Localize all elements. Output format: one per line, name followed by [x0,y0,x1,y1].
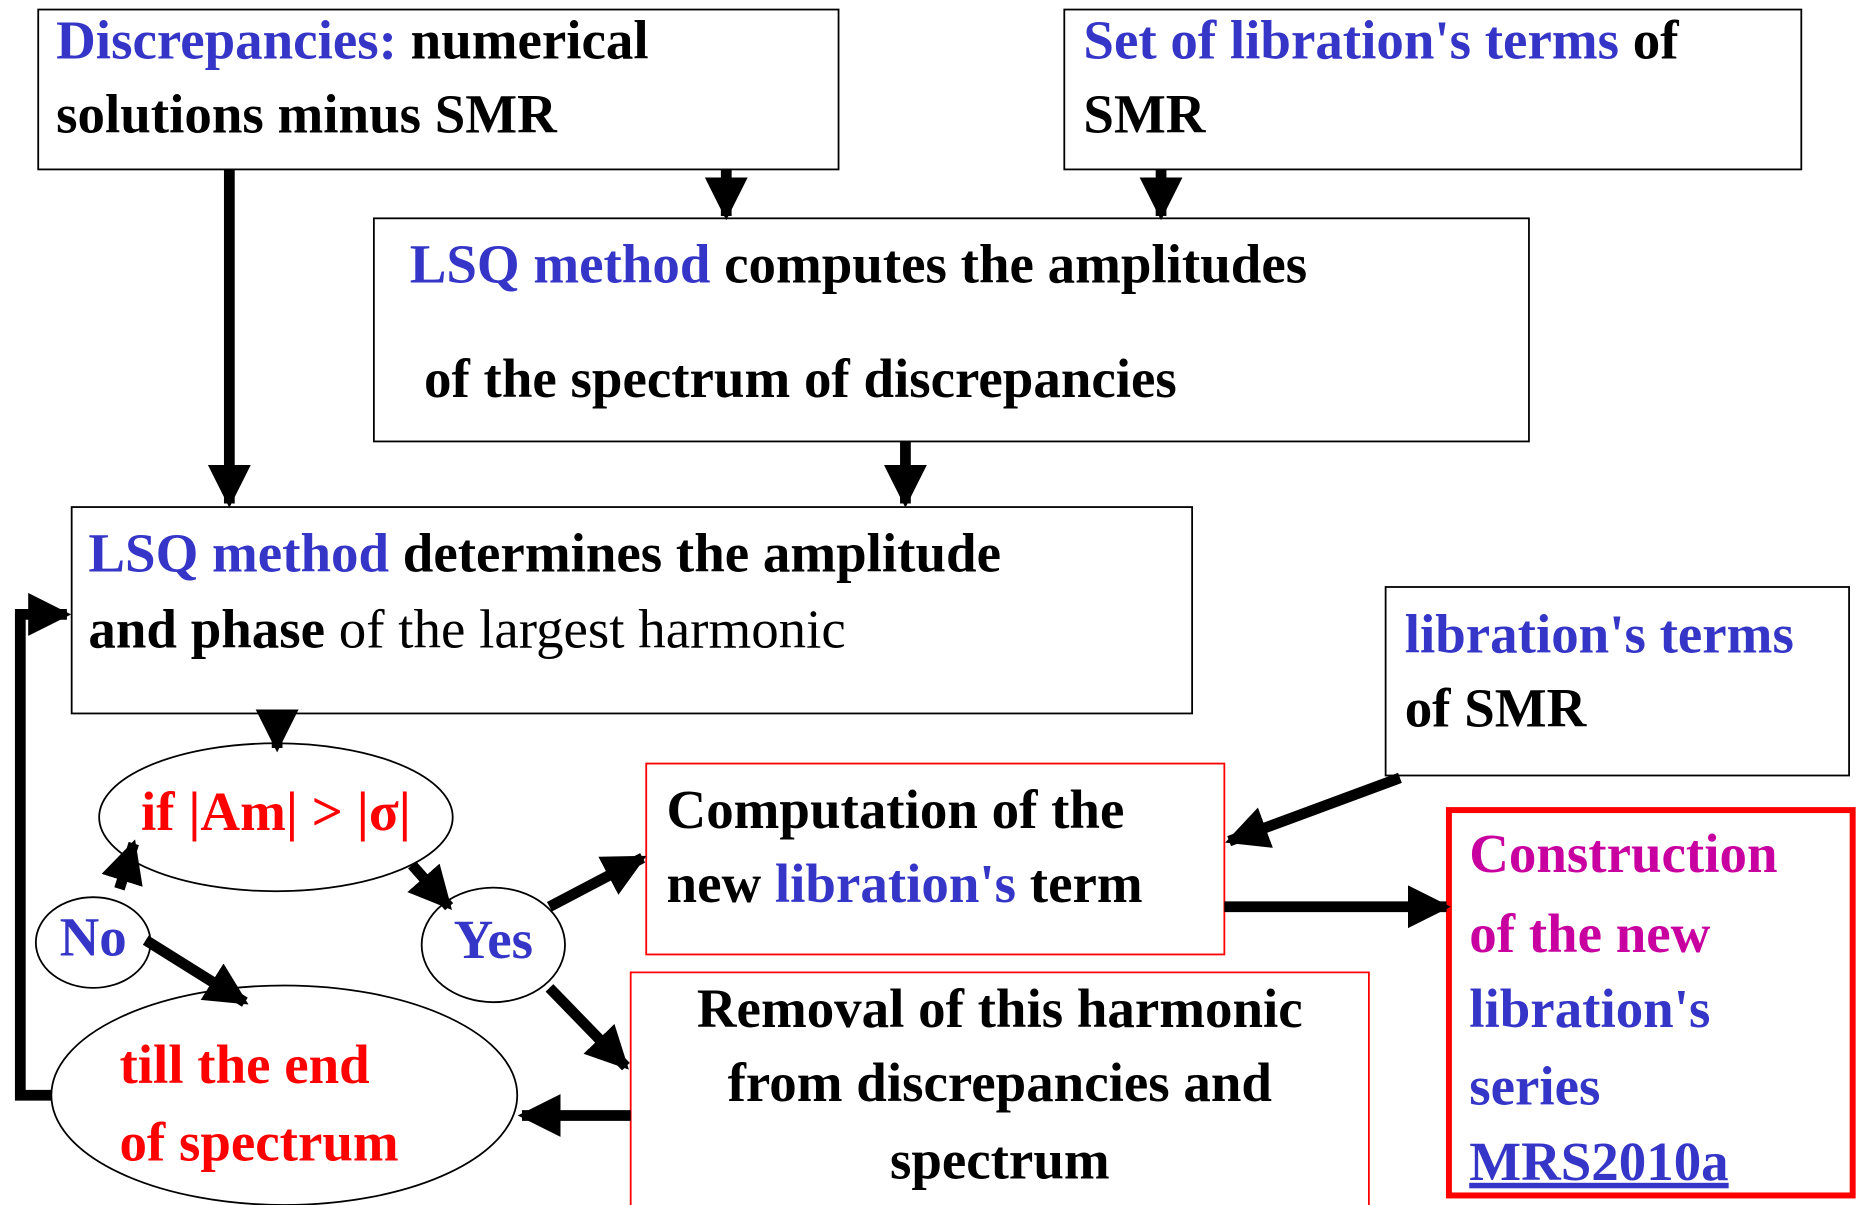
node-text: MRS2010a [1469,1130,1728,1191]
text-run: libration's terms [1405,603,1794,664]
node-text: new libration's term [667,852,1143,913]
text-run: if |Am| > |σ| [141,781,411,842]
node-text: libration's [1469,978,1710,1039]
arrow [545,984,630,1071]
text-run: determines the amplitude [389,522,1001,583]
node-text: of SMR [1405,677,1588,738]
node-text: No [60,906,127,967]
node-text: till the end [119,1034,369,1095]
text-run: of the spectrum of discrepancies [424,348,1177,409]
text-run: term [1016,852,1143,913]
text-run: LSQ method [410,233,711,294]
node-text: Yes [454,909,533,970]
box [70,506,1194,715]
text-run: No [60,906,127,967]
node-text: Discrepancies: numerical [56,9,649,70]
node-text: series [1469,1055,1600,1116]
node-text: Computation of the [667,778,1125,839]
text-run: Construction [1469,823,1777,884]
arrow [407,861,454,911]
box [629,971,1370,1205]
text-run: Removal of this harmonic [697,978,1303,1039]
arrows [14,169,1451,1137]
node-text: LSQ method computes the amplitudes [410,233,1307,294]
text-run: and phase [88,598,325,659]
text-run: of SMR [1405,677,1588,738]
text-run: of spectrum [119,1111,398,1172]
text-run: till the end [119,1034,369,1095]
text-run: of the largest harmonic [325,598,846,659]
text-run: Yes [454,909,533,970]
text-run: Computation of the [667,778,1125,839]
box [372,217,1530,443]
box [1384,586,1850,777]
text-run: new [667,852,775,913]
text-run: MRS2010a [1469,1130,1728,1191]
text-run: SMR [1083,83,1206,144]
arrow [546,853,647,912]
node-text: solutions minus SMR [56,83,558,144]
text-run: of [1619,9,1679,70]
text-run: Discrepancies: [56,9,397,70]
node-text: if |Am| > |σ| [141,781,411,842]
text-run: libration's [1469,978,1710,1039]
node-text: spectrum [890,1129,1110,1190]
node-text: of spectrum [119,1111,398,1172]
node-text: libration's terms [1405,603,1794,664]
box [1445,807,1856,1199]
node-text: SMR [1083,83,1206,144]
node-text: of the spectrum of discrepancies [424,348,1177,409]
text-run: Set of libration's terms [1083,9,1619,70]
node-text: Removal of this harmonic [697,978,1303,1039]
text-run: spectrum [890,1129,1110,1190]
text-run: of the new [1469,903,1710,964]
text-run: LSQ method [88,522,389,583]
arrow [1225,772,1402,848]
box [1063,8,1803,171]
text-run: solutions minus SMR [56,83,558,144]
node-text: LSQ method determines the amplitude [88,522,1001,583]
ellipse [420,886,566,1004]
node-text: and phase of the largest harmonic [88,598,845,659]
text-run: from discrepancies and [728,1052,1272,1113]
box [37,8,840,171]
text-run: series [1469,1055,1600,1116]
node-text: Set of libration's terms of [1083,9,1679,70]
node-text: Construction [1469,823,1777,884]
text-run: computes the amplitudes [710,233,1307,294]
text-run: numerical [397,9,649,70]
arrow [101,839,143,891]
arrow [142,935,249,1007]
arrow [14,592,72,1101]
node-text: of the new [1469,903,1710,964]
text-run: libration's [775,852,1016,913]
node-text: from discrepancies and [728,1052,1272,1113]
